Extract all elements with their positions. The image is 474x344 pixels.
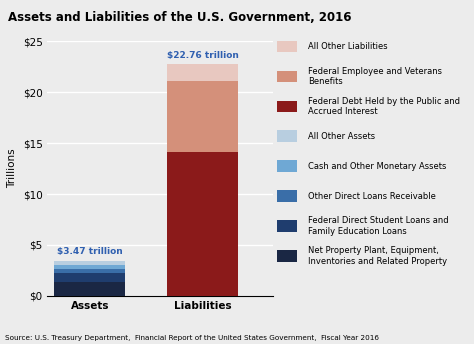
FancyBboxPatch shape [277,71,297,82]
Text: Net Property Plant, Equipment,
Inventories and Related Property: Net Property Plant, Equipment, Inventori… [309,246,447,266]
Text: Federal Direct Student Loans and
Family Education Loans: Federal Direct Student Loans and Family … [309,216,449,236]
Bar [55,260,125,265]
Text: Federal Debt Held by the Public and
Accrued Interest: Federal Debt Held by the Public and Accr… [309,97,460,116]
FancyBboxPatch shape [277,41,297,52]
Bar [55,282,125,296]
FancyBboxPatch shape [277,250,297,262]
Bar [55,273,125,282]
Text: All Other Assets: All Other Assets [309,132,375,141]
FancyBboxPatch shape [277,221,297,232]
Bar [55,269,125,273]
Y-axis label: Trillions: Trillions [7,149,17,189]
FancyBboxPatch shape [277,160,297,172]
Text: Assets and Liabilities of the U.S. Government, 2016: Assets and Liabilities of the U.S. Gover… [9,11,352,24]
Text: $22.76 trillion: $22.76 trillion [166,51,238,60]
Bar [167,152,238,296]
Text: Cash and Other Monetary Assets: Cash and Other Monetary Assets [309,162,447,171]
FancyBboxPatch shape [277,100,297,112]
Text: All Other Liabilities: All Other Liabilities [309,42,388,51]
Bar [55,265,125,269]
FancyBboxPatch shape [277,130,297,142]
Text: $3.47 trillion: $3.47 trillion [57,247,123,256]
Bar [167,81,238,152]
Text: Federal Employee and Veterans
Benefits: Federal Employee and Veterans Benefits [309,67,442,86]
Text: Source: U.S. Treasury Department,  Financial Report of the United States Governm: Source: U.S. Treasury Department, Financ… [5,335,379,341]
Bar [167,64,238,81]
Text: Other Direct Loans Receivable: Other Direct Loans Receivable [309,192,436,201]
FancyBboxPatch shape [277,190,297,202]
